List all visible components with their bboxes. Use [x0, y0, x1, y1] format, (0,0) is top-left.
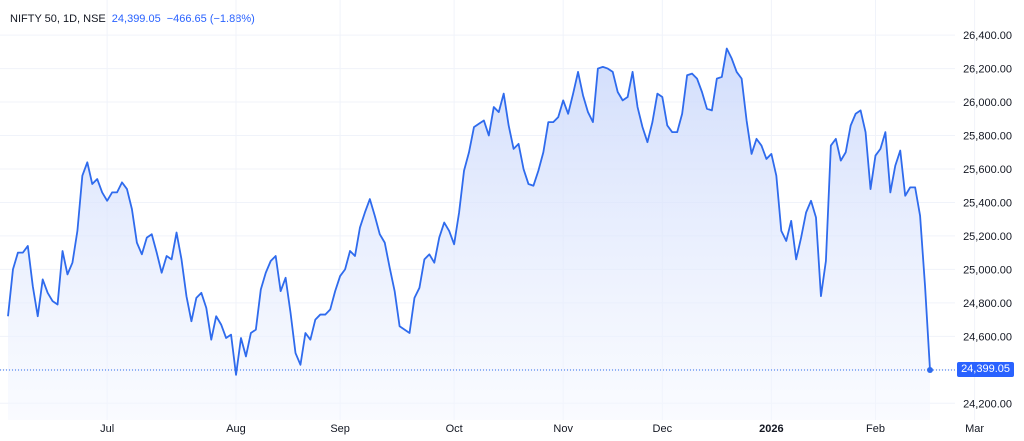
- y-tick-label: 24,800.00: [963, 298, 1012, 310]
- last-price: 24,399.05: [111, 13, 161, 25]
- y-tick-label: 26,200.00: [963, 64, 1012, 76]
- x-tick-label: Aug: [226, 423, 246, 435]
- area-path: [8, 48, 930, 421]
- x-tick-label: Dec: [653, 423, 673, 435]
- x-tick-label: Feb: [866, 423, 885, 435]
- symbol-label: NIFTY 50, 1D, NSE: [10, 13, 106, 25]
- chart-header: NIFTY 50, 1D, NSE 24,399.05 −466.65 (−1.…: [10, 13, 255, 25]
- x-tick-label: Nov: [553, 423, 573, 435]
- y-axis: 24,200.0024,400.0024,600.0024,800.0025,0…: [963, 30, 1012, 410]
- x-tick-label: Oct: [446, 423, 463, 435]
- price-line: [7, 47, 931, 376]
- last-point: [927, 366, 933, 373]
- last-price-marker: [0, 366, 955, 373]
- y-tick-label: 25,000.00: [963, 264, 1012, 276]
- area-fill: [8, 48, 930, 421]
- x-axis: Jul Aug Sep Oct Nov Dec 2026 Feb Mar: [100, 423, 984, 435]
- series-line: [7, 47, 931, 376]
- price-change: −466.65 (−1.88%): [166, 13, 255, 25]
- y-tick-label: 25,200.00: [963, 231, 1012, 243]
- y-tick-label: 26,400.00: [963, 30, 1012, 42]
- y-tick-label: 24,600.00: [963, 331, 1012, 343]
- last-price-badge: 24,399.05: [957, 361, 1014, 377]
- y-tick-label: 26,000.00: [963, 97, 1012, 109]
- x-tick-label: Sep: [330, 423, 350, 435]
- x-tick-label: Jul: [100, 423, 114, 435]
- y-tick-label: 25,600.00: [963, 164, 1012, 176]
- y-tick-label: 25,800.00: [963, 131, 1012, 143]
- x-tick-label: 2026: [759, 423, 783, 435]
- y-tick-label: 24,200.00: [963, 398, 1012, 410]
- y-tick-label: 25,400.00: [963, 197, 1012, 209]
- x-tick-label: Mar: [965, 423, 984, 435]
